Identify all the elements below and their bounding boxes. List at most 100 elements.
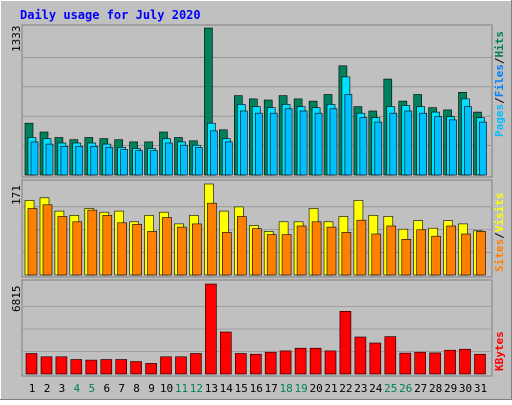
- x-axis-day-label: 30: [459, 382, 472, 395]
- kbytes-bar: [369, 342, 382, 375]
- sites-bar: [177, 226, 187, 276]
- pages-bar: [389, 112, 398, 176]
- sites-bar: [162, 217, 172, 276]
- legend-sep-2: /: [493, 57, 506, 64]
- kbytes-bar: [235, 353, 247, 375]
- pages-bar: [269, 112, 278, 176]
- x-axis-day-label: 6: [103, 382, 110, 395]
- sites-bar: [311, 221, 322, 276]
- x-axis-day-label: 3: [59, 382, 66, 395]
- pages-bar: [434, 116, 442, 176]
- kbytes-bar: [130, 361, 142, 375]
- bars: [24, 27, 487, 375]
- sites-bar: [341, 232, 352, 276]
- sites-bar: [371, 233, 382, 276]
- sites-bar: [222, 232, 232, 276]
- x-axis-day-label: 10: [160, 382, 173, 395]
- sites-bar: [117, 222, 127, 276]
- pages-bar: [150, 150, 158, 176]
- kbytes-bar: [324, 350, 337, 375]
- sites-bar: [87, 209, 98, 276]
- kbytes-bar: [399, 352, 412, 375]
- kbytes-bar: [294, 347, 307, 375]
- x-axis-day-label: 17: [265, 382, 278, 395]
- sites-bar: [42, 204, 53, 276]
- sites-bar: [266, 234, 277, 276]
- pages-bar: [255, 112, 263, 176]
- x-axis-day-label: 5: [88, 382, 95, 395]
- sites-bar: [386, 225, 397, 276]
- pages-bar: [90, 146, 99, 176]
- sites-bar: [57, 216, 68, 276]
- kbytes-bar: [145, 363, 157, 375]
- kbytes-bar: [85, 359, 98, 375]
- legend-files: Files: [493, 64, 506, 97]
- kbytes-bar: [250, 353, 262, 375]
- legend-sites: Sites: [493, 239, 506, 272]
- x-axis-day-label: 21: [324, 382, 337, 395]
- sites-bar: [416, 229, 427, 276]
- x-axis-day-label: 24: [369, 382, 383, 395]
- x-axis-day-label: 8: [133, 382, 140, 395]
- pages-bar: [449, 119, 457, 176]
- sites-bar: [281, 234, 292, 276]
- pages-bar: [329, 108, 338, 176]
- kbytes-bar: [115, 359, 127, 375]
- kbytes-bar: [205, 283, 217, 375]
- legend-pages: Pages: [493, 104, 506, 137]
- x-axis-day-label: 31: [474, 382, 487, 395]
- chart-title: Daily usage for July 2020: [20, 8, 201, 22]
- x-axis-day-label: 23: [354, 382, 367, 395]
- kbytes-bar: [354, 336, 367, 375]
- kbytes-panel-legend: KBytes: [493, 331, 506, 371]
- pages-bar: [299, 110, 308, 176]
- kbytes-bar: [25, 353, 38, 375]
- sites-bar: [207, 202, 217, 276]
- kbytes-bar: [279, 350, 292, 375]
- kbytes-bar: [70, 359, 83, 375]
- sites-bar: [27, 208, 38, 276]
- pages-bar: [225, 141, 233, 176]
- x-axis-day-label: 16: [250, 382, 263, 395]
- kbytes-bar: [55, 356, 68, 375]
- kbytes-bar: [474, 353, 486, 375]
- kbytes-bar: [190, 353, 202, 375]
- x-axis-labels: 1 2 3 4 5 6 7 8 9 10 11 12 13 14 15 16 17 18 19 20 21 22 23 24 2…: [29, 382, 487, 395]
- sites-bar: [102, 215, 113, 276]
- sites-bar: [476, 231, 486, 276]
- sites-bar: [326, 226, 337, 276]
- x-axis-day-label: 29: [444, 382, 457, 395]
- hits-panel-max-label: 1333: [10, 26, 23, 53]
- pages-bar: [180, 144, 188, 176]
- pages-bar: [240, 110, 248, 176]
- pages-bar: [479, 121, 487, 176]
- x-axis-day-label: 18: [279, 382, 292, 395]
- kbytes-bar: [339, 310, 352, 375]
- x-axis-day-label: 11: [175, 382, 188, 395]
- kbytes-bar: [429, 352, 441, 375]
- x-axis-day-label: 20: [309, 382, 322, 395]
- sites-bar: [356, 219, 367, 276]
- hits-panel-legend: Pages/Files/Hits: [493, 31, 506, 137]
- pages-bar: [344, 94, 353, 176]
- x-axis-day-label: 28: [429, 382, 442, 395]
- visits-panel-max-label: 171: [10, 185, 23, 205]
- sites-bar: [237, 216, 247, 276]
- legend-sep-3: /: [493, 232, 506, 239]
- pages-bar: [120, 149, 128, 176]
- pages-bar: [165, 142, 173, 176]
- pages-bar: [75, 146, 84, 176]
- kbytes-panel-max-label: 6815: [10, 286, 23, 313]
- sites-bar: [72, 221, 83, 276]
- x-axis-day-label: 14: [220, 382, 234, 395]
- sites-bar: [401, 239, 412, 276]
- x-axis-day-label: 15: [235, 382, 248, 395]
- legend-visits: Visits: [493, 193, 506, 233]
- pages-bar: [359, 117, 368, 176]
- kbytes-bar: [264, 351, 277, 375]
- x-axis-day-label: 19: [294, 382, 307, 395]
- x-axis-day-label: 22: [339, 382, 352, 395]
- sites-bar: [446, 225, 456, 276]
